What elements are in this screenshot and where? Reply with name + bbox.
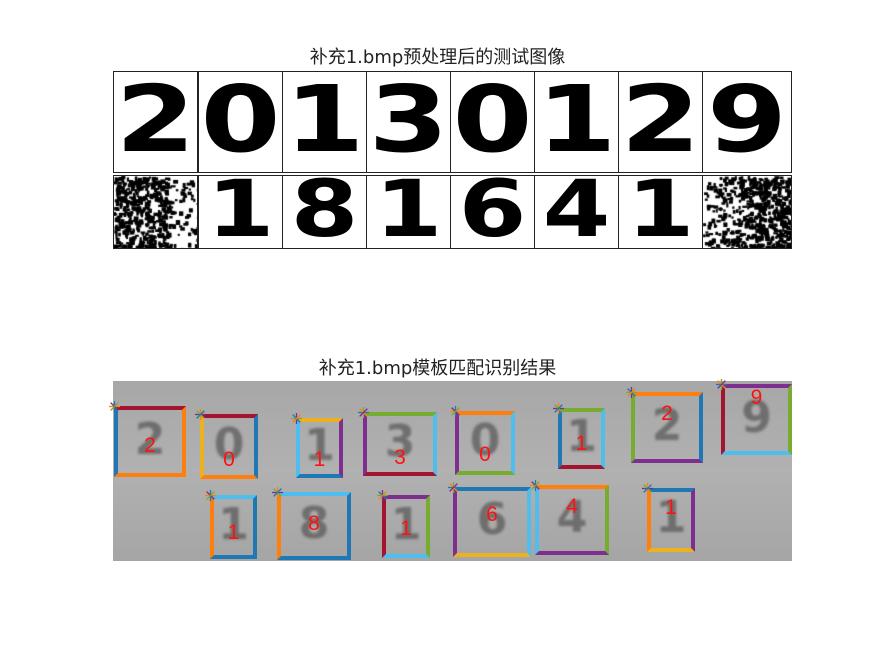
- source-digit-image: 6: [476, 494, 508, 545]
- match-box: 1: [647, 488, 695, 552]
- match-box: 3: [363, 412, 437, 476]
- preprocessed-digit: 0: [452, 71, 533, 173]
- preprocessed-tile: 3: [366, 71, 451, 173]
- source-digit-image: 0: [213, 418, 245, 470]
- match-box: 2: [114, 406, 186, 477]
- recognized-digit-label: 2: [144, 434, 156, 457]
- preprocessed-digit: 1: [374, 175, 443, 249]
- preprocessed-tile: 8: [282, 175, 367, 249]
- preprocessed-digit: 0: [200, 71, 281, 173]
- noise-pattern: [114, 176, 197, 248]
- preprocessed-tile: 2: [618, 71, 703, 173]
- match-box: 6: [453, 487, 531, 557]
- recognized-digit-label: 4: [566, 495, 578, 518]
- corner-marker-icon: [553, 403, 564, 414]
- source-digit-image: 1: [304, 420, 335, 471]
- recognized-digit-label: 0: [479, 443, 491, 466]
- corner-marker-icon: [530, 480, 541, 491]
- preprocessed-digit: 4: [542, 175, 611, 249]
- preprocessed-digit: 1: [536, 71, 617, 173]
- corner-marker-icon: [109, 401, 120, 412]
- top-panel-title: 补充1.bmp预处理后的测试图像: [309, 47, 566, 68]
- match-box: 1: [558, 408, 605, 469]
- preprocessed-tile: 6: [450, 175, 535, 249]
- source-digit-image: 9: [741, 391, 772, 443]
- preprocessed-tile: 1: [198, 175, 283, 249]
- recognized-digit-label: 1: [575, 432, 588, 455]
- match-box: 1: [382, 495, 430, 558]
- source-digit-image: 1: [390, 498, 422, 550]
- source-digit-image: 2: [134, 413, 166, 465]
- preprocessed-digit: 2: [620, 71, 701, 173]
- match-box: 0: [200, 414, 258, 479]
- corner-marker-icon: [205, 490, 216, 501]
- preprocessed-digit: 1: [626, 175, 695, 249]
- preprocessed-digit: 2: [115, 71, 196, 173]
- match-box: 9: [721, 384, 792, 455]
- recognized-digit-label: 9: [750, 386, 763, 409]
- match-box: 2: [631, 392, 703, 463]
- recognized-digit-label: 1: [665, 496, 677, 519]
- recognized-digit-label: 3: [394, 446, 406, 469]
- source-digit-image: 3: [384, 416, 416, 467]
- preprocessed-digit: 9: [706, 71, 787, 173]
- source-digit-image: 1: [218, 499, 249, 550]
- preprocessed-tile: [702, 175, 792, 249]
- recognized-digit-label: 1: [400, 517, 412, 540]
- source-digit-image: 1: [566, 410, 597, 462]
- match-box: 8: [277, 492, 351, 560]
- preprocessed-tile: 4: [534, 175, 619, 249]
- preprocessed-digit: 8: [290, 175, 359, 249]
- source-digit-image: 0: [469, 415, 501, 466]
- corner-marker-icon: [377, 490, 388, 501]
- corner-marker-icon: [195, 409, 206, 420]
- source-digit-image: 4: [556, 492, 588, 543]
- source-digit-image: 8: [298, 498, 330, 549]
- source-digit-image: 2: [651, 399, 683, 451]
- recognized-digit-label: 8: [308, 512, 320, 535]
- preprocessed-tile: 9: [702, 71, 792, 173]
- corner-marker-icon: [716, 379, 727, 390]
- match-box: 0: [455, 411, 515, 475]
- match-box: 1: [296, 418, 343, 478]
- recognized-digit-label: 6: [486, 503, 498, 526]
- preprocessed-tile: 1: [534, 71, 619, 173]
- preprocessed-tile: 1: [618, 175, 703, 249]
- corner-marker-icon: [448, 482, 459, 493]
- preprocessed-tile: 1: [282, 71, 367, 173]
- match-box: 1: [210, 495, 257, 559]
- preprocessed-digit: 1: [206, 175, 275, 249]
- noise-pattern: [703, 176, 791, 248]
- preprocessed-digit: 6: [458, 175, 527, 249]
- corner-marker-icon: [642, 483, 653, 494]
- preprocessed-digit: 3: [368, 71, 449, 173]
- corner-marker-icon: [626, 387, 637, 398]
- recognized-digit-label: 1: [313, 448, 326, 471]
- bottom-panel-title: 补充1.bmp模板匹配识别结果: [318, 358, 557, 379]
- preprocessed-tile: [113, 175, 198, 249]
- preprocessed-tile: 2: [113, 71, 198, 173]
- preprocessed-tile: 0: [198, 71, 283, 173]
- corner-marker-icon: [358, 407, 369, 418]
- source-digit-image: 1: [655, 492, 687, 543]
- match-box: 4: [535, 485, 609, 555]
- preprocessed-tile: 1: [366, 175, 451, 249]
- preprocessed-digit: 1: [284, 71, 365, 173]
- corner-marker-icon: [450, 406, 461, 417]
- recognized-digit-label: 0: [223, 448, 235, 471]
- recognized-digit-label: 1: [227, 521, 240, 544]
- corner-marker-icon: [291, 413, 302, 424]
- corner-marker-icon: [272, 487, 283, 498]
- recognized-digit-label: 2: [661, 402, 673, 425]
- preprocessed-tile: 0: [450, 71, 535, 173]
